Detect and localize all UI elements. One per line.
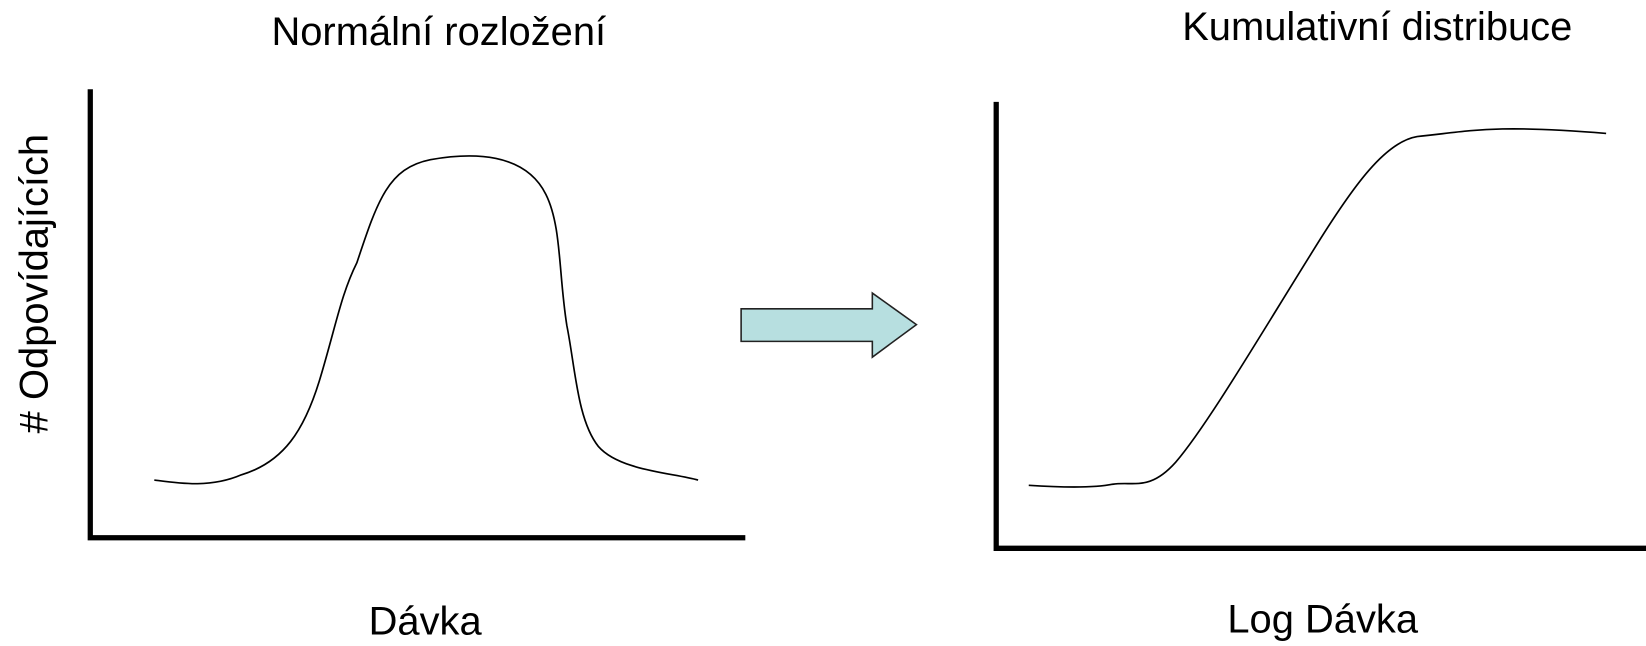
right-title: Kumulativní distribuce	[1182, 5, 1572, 49]
normal-curve	[154, 155, 699, 485]
left-title: Normální rozložení	[271, 10, 606, 54]
cumulative-curve	[1028, 128, 1607, 488]
right-x-label: Log Dávka	[1227, 597, 1418, 641]
right-axes	[993, 101, 1646, 551]
arrow	[740, 291, 918, 359]
y-axis-label: # Odpovídajících	[12, 134, 56, 433]
left-x-label: Dávka	[369, 599, 483, 643]
left-axes	[87, 89, 746, 541]
